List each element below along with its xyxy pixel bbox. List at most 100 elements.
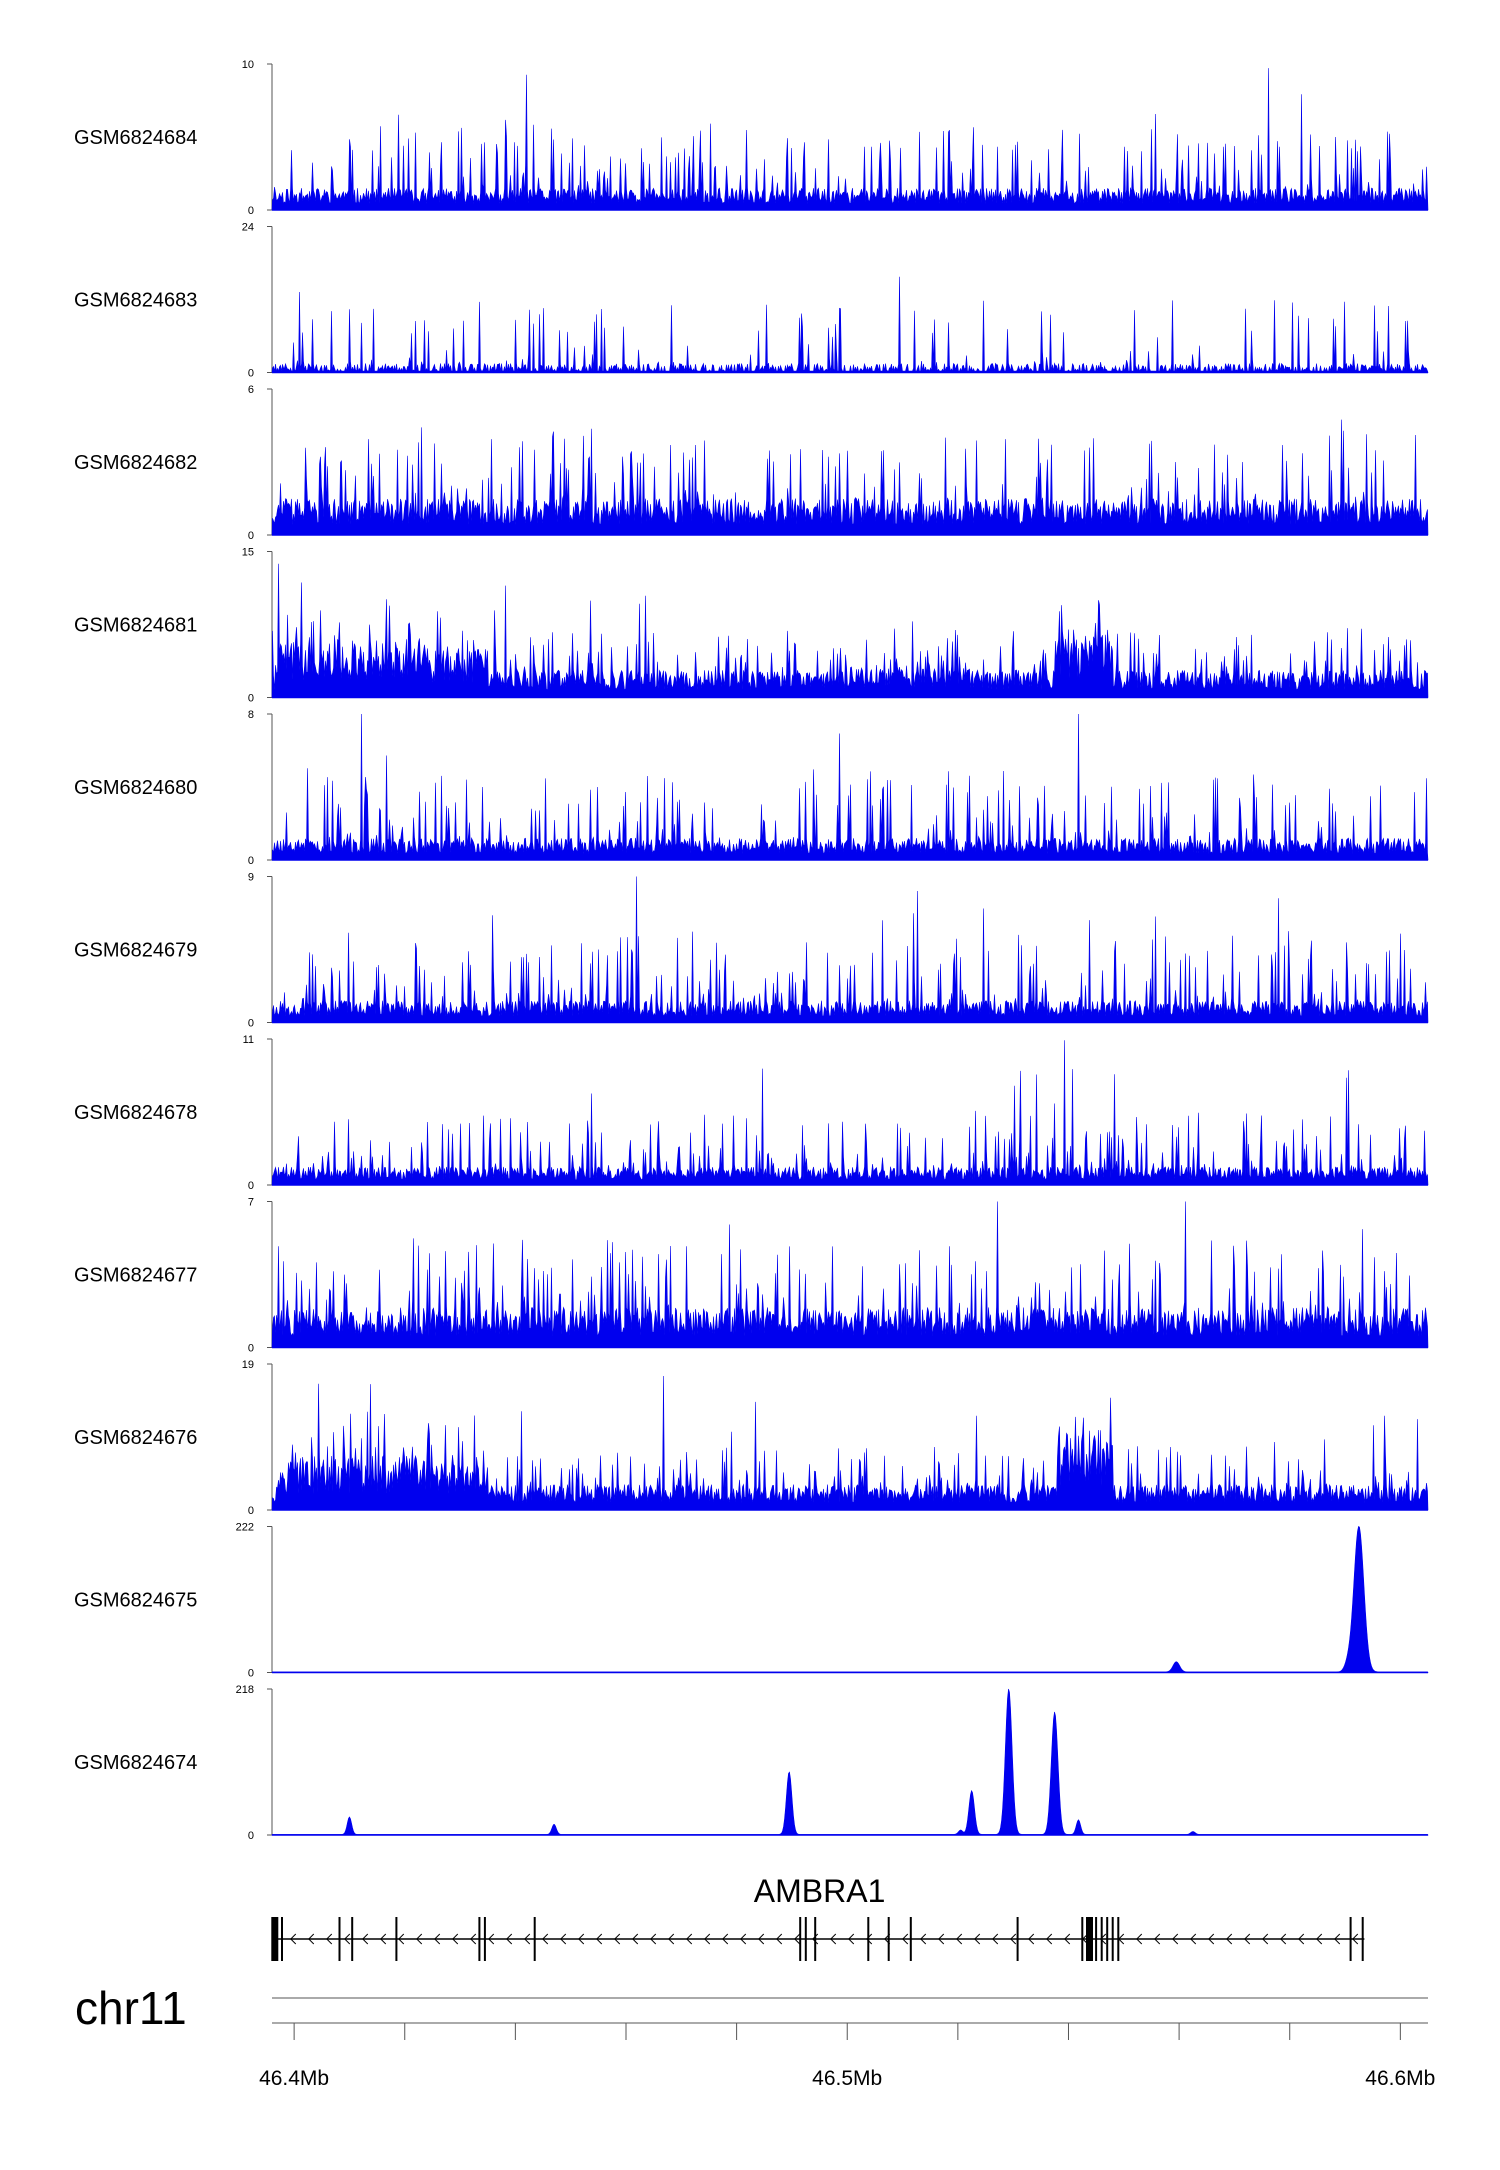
strand-arrow	[1010, 1933, 1017, 1945]
strand-arrow	[740, 1933, 747, 1945]
gene-track: AMBRA1	[271, 1873, 1365, 1961]
strand-arrow	[1226, 1933, 1233, 1945]
y-min-label: 0	[248, 1668, 254, 1680]
y-max-label: 19	[242, 1359, 254, 1371]
y-max-label: 15	[242, 547, 254, 559]
strand-arrow	[650, 1933, 657, 1945]
strand-arrow	[578, 1933, 585, 1945]
y-max-label: 10	[242, 59, 254, 71]
exon	[887, 1917, 890, 1961]
track-GSM6824682: GSM6824682 6 0	[74, 384, 1429, 542]
strand-arrow	[488, 1933, 495, 1945]
strand-arrow	[398, 1933, 405, 1945]
strand-arrow	[776, 1933, 783, 1945]
strand-arrow	[848, 1933, 855, 1945]
y-max-label: 24	[242, 222, 254, 234]
signal-area	[271, 419, 1429, 536]
track-name: GSM6824678	[74, 1102, 197, 1124]
strand-arrow	[704, 1933, 711, 1945]
exon	[1100, 1917, 1103, 1961]
strand-arrow	[560, 1933, 567, 1945]
y-min-label: 0	[248, 205, 254, 217]
y-min-label: 0	[248, 368, 254, 380]
track-name: GSM6824676	[74, 1427, 197, 1449]
exon	[338, 1917, 341, 1961]
y-min-label: 0	[248, 693, 254, 705]
track-GSM6824684: GSM6824684 10 0	[74, 59, 1429, 217]
track-name: GSM6824677	[74, 1265, 197, 1287]
strand-arrow	[1334, 1933, 1341, 1945]
strand-arrow	[974, 1933, 981, 1945]
strand-arrow	[1028, 1933, 1035, 1945]
strand-arrow	[1298, 1933, 1305, 1945]
strand-arrow	[470, 1933, 477, 1945]
signal-area	[271, 1688, 1429, 1836]
strand-arrow	[668, 1933, 675, 1945]
exon	[1349, 1917, 1352, 1961]
track-name: GSM6824679	[74, 940, 197, 962]
chromosome-label: chr11	[75, 1982, 187, 2034]
strand-arrow	[290, 1933, 297, 1945]
strand-arrow	[326, 1933, 333, 1945]
exon	[1361, 1917, 1364, 1961]
exon	[867, 1917, 870, 1961]
exon	[478, 1917, 481, 1961]
strand-arrow	[722, 1933, 729, 1945]
exon	[1106, 1917, 1109, 1961]
gene-label: AMBRA1	[754, 1873, 886, 1909]
track-GSM6824678: GSM6824678 11 0	[74, 1034, 1429, 1192]
strand-arrow	[992, 1933, 999, 1945]
axis-tick-label: 46.4Mb	[259, 2067, 329, 2090]
axis-tick-label: 46.5Mb	[812, 2067, 882, 2090]
signal-area	[271, 1040, 1429, 1186]
y-min-label: 0	[248, 1830, 254, 1842]
track-name: GSM6824675	[74, 1590, 197, 1612]
exon	[1095, 1917, 1098, 1961]
exon	[814, 1917, 817, 1961]
track-name: GSM6824684	[74, 127, 197, 149]
track-GSM6824676: GSM6824676 19 0	[74, 1359, 1429, 1517]
strand-arrow	[938, 1933, 945, 1945]
track-GSM6824683: GSM6824683 24 0	[74, 222, 1429, 380]
signal-tracks: GSM6824684100GSM6824683240GSM682468260GS…	[74, 59, 1429, 1842]
exon	[395, 1917, 398, 1961]
strand-arrow	[524, 1933, 531, 1945]
strand-arrow	[686, 1933, 693, 1945]
strand-arrow	[1280, 1933, 1287, 1945]
strand-arrow	[596, 1933, 603, 1945]
y-min-label: 0	[248, 855, 254, 867]
strand-arrow	[542, 1933, 549, 1945]
exon	[1016, 1917, 1019, 1961]
strand-arrow	[632, 1933, 639, 1945]
strand-arrow	[1136, 1933, 1143, 1945]
exon	[1086, 1917, 1093, 1961]
y-max-label: 9	[248, 872, 254, 884]
strand-arrow	[1154, 1933, 1161, 1945]
strand-arrow	[830, 1933, 837, 1945]
track-name: GSM6824680	[74, 777, 197, 799]
strand-arrow	[956, 1933, 963, 1945]
strand-arrow	[1262, 1933, 1269, 1945]
signal-area	[271, 1201, 1429, 1348]
strand-arrow	[380, 1933, 387, 1945]
signal-area	[271, 876, 1429, 1023]
y-max-label: 222	[236, 1522, 254, 1534]
track-name: GSM6824681	[74, 615, 197, 637]
exon	[271, 1917, 279, 1961]
strand-arrow	[614, 1933, 621, 1945]
y-max-label: 6	[248, 384, 254, 396]
strand-arrow	[506, 1933, 513, 1945]
track-GSM6824674: GSM6824674 218 0	[74, 1684, 1429, 1842]
track-GSM6824677: GSM6824677 7 0	[74, 1197, 1429, 1355]
strand-arrow	[1244, 1933, 1251, 1945]
exon	[351, 1917, 354, 1961]
strand-arrow	[1352, 1933, 1359, 1945]
track-GSM6824680: GSM6824680 8 0	[74, 709, 1429, 867]
y-min-label: 0	[248, 1505, 254, 1517]
strand-arrow	[902, 1933, 909, 1945]
strand-arrow	[1046, 1933, 1053, 1945]
strand-arrow	[344, 1933, 351, 1945]
track-name: GSM6824682	[74, 452, 197, 474]
exon	[909, 1917, 912, 1961]
